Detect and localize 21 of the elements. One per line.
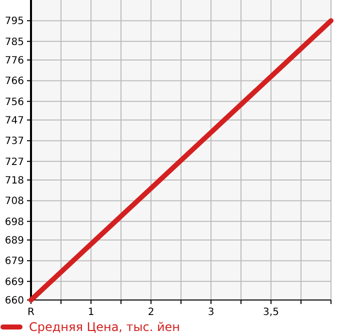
y-tick-label: 776: [4, 56, 24, 66]
y-tick-label: 708: [4, 196, 24, 208]
x-tick-label: 3,5: [263, 307, 279, 318]
x-tick-label: 2: [148, 307, 154, 318]
y-tick-label: 669: [4, 276, 24, 288]
y-tick-label: 795: [4, 16, 24, 28]
y-tick-label: 737: [4, 136, 24, 148]
y-tick-label: 756: [4, 96, 24, 108]
y-tick-label: 689: [4, 236, 24, 246]
y-tick-label: 679: [4, 256, 24, 268]
y-tick-label: 718: [4, 176, 24, 186]
x-tick-label: R: [28, 307, 35, 318]
x-tick-label: 3: [208, 307, 214, 318]
x-tick-label: 1: [88, 307, 94, 318]
y-tick-label: 747: [4, 116, 24, 126]
legend-label: Средняя Цена, тыс. йен: [29, 320, 180, 334]
y-tick-label: 698: [4, 216, 24, 228]
y-tick-label: 785: [4, 36, 24, 48]
y-tick-label: 660: [4, 296, 24, 306]
y-tick-label: 766: [4, 76, 24, 88]
y-tick-label: 727: [4, 156, 24, 168]
